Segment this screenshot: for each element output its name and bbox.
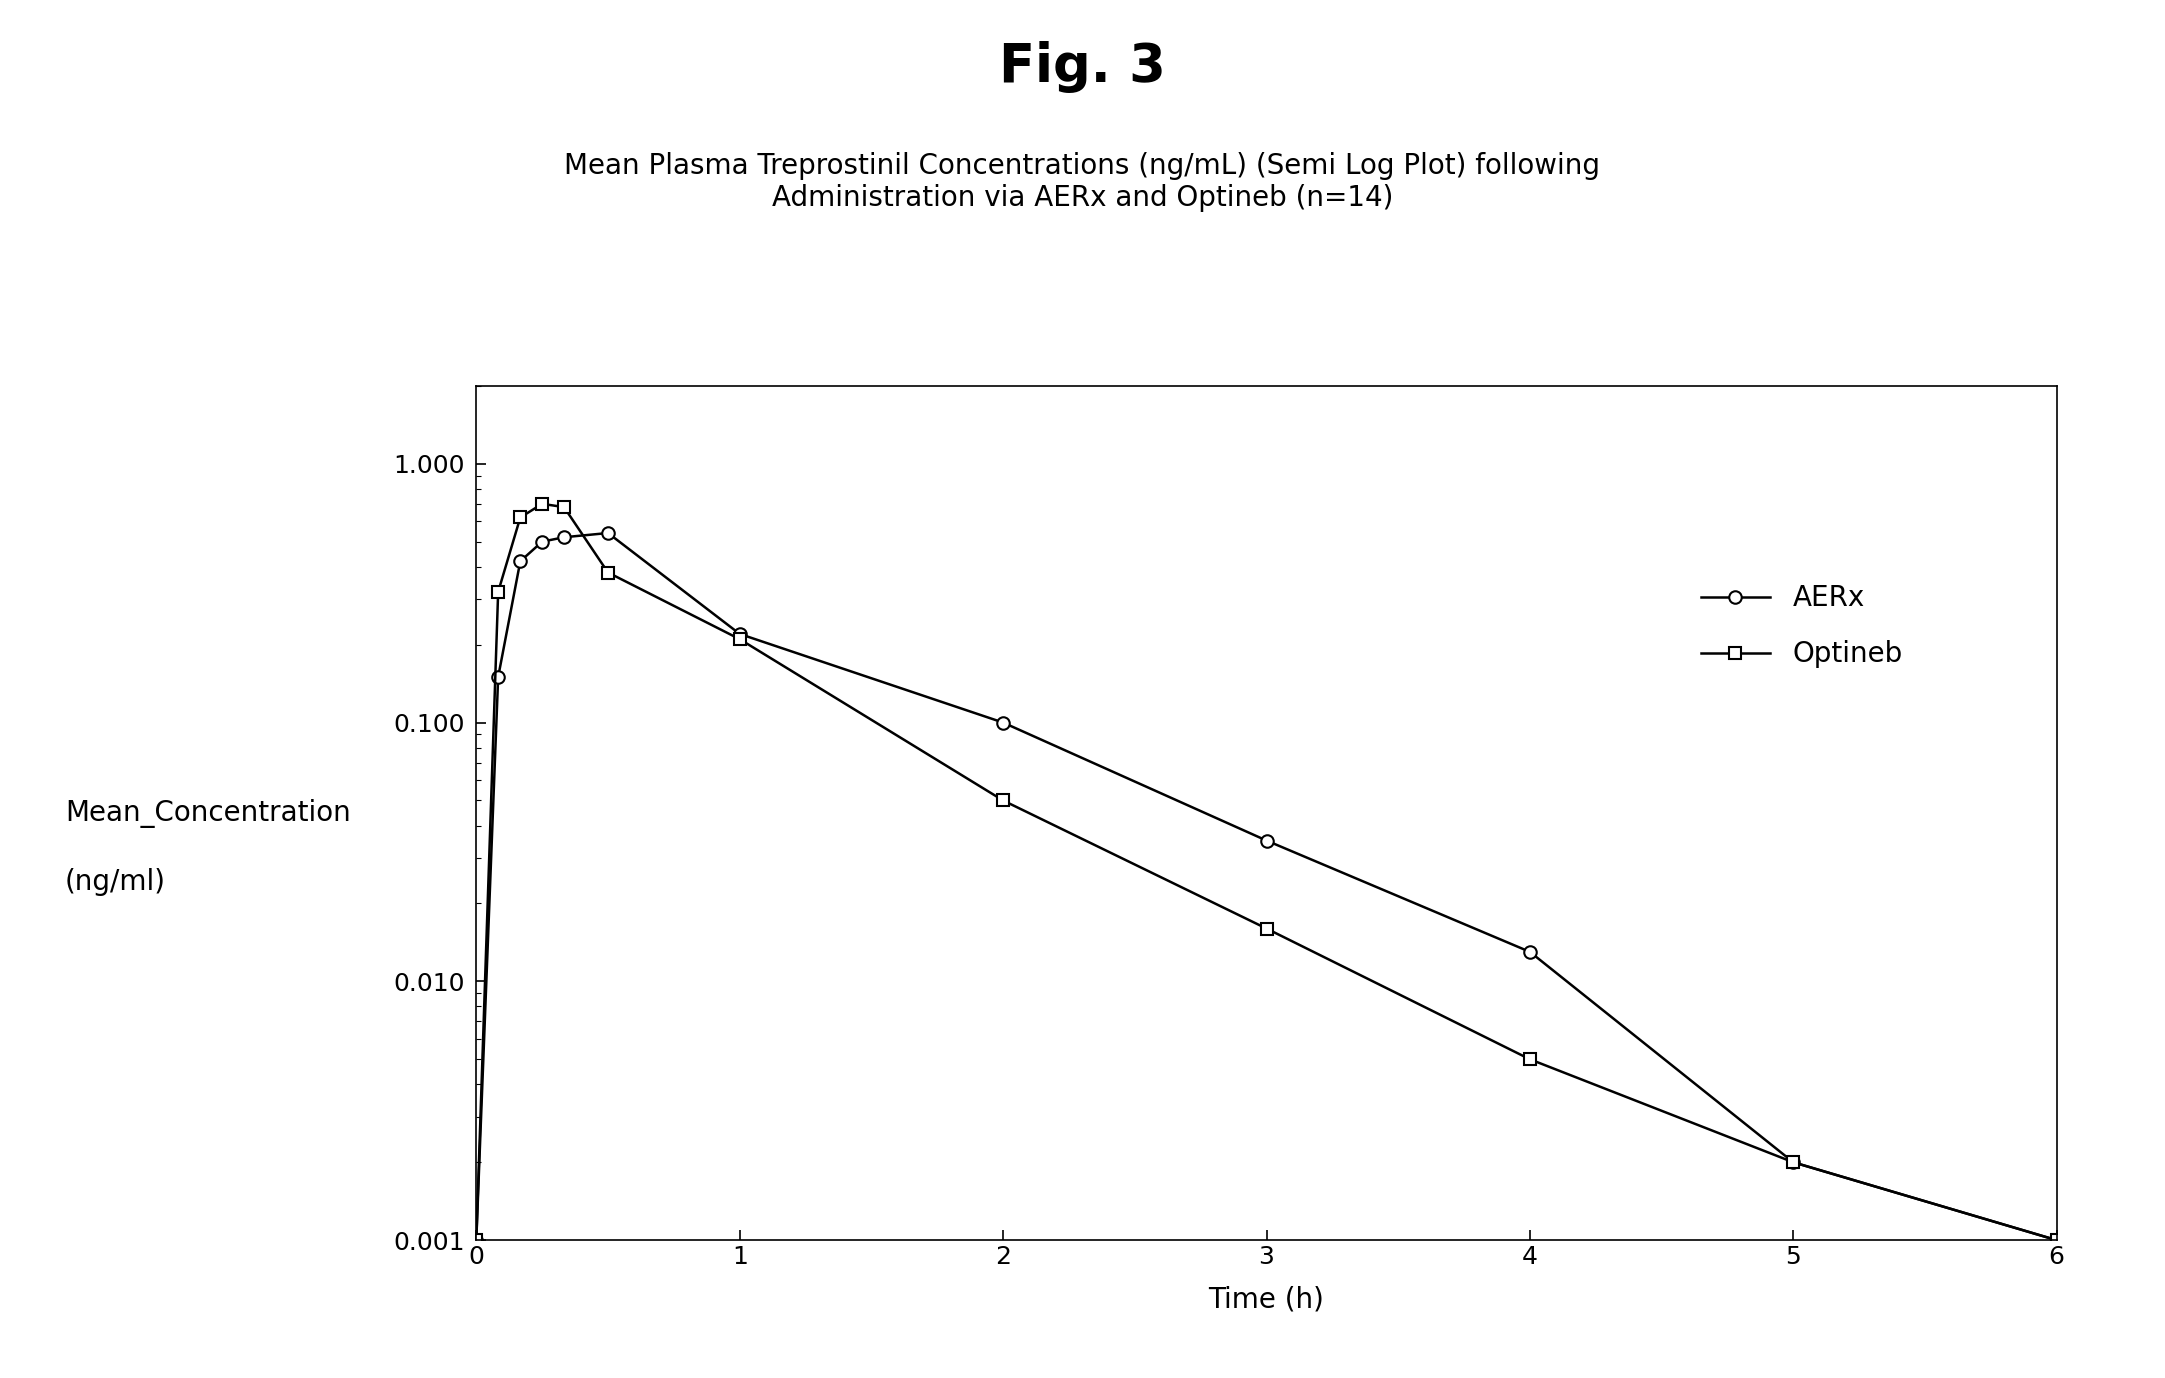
Optineb <box>2044 1232 2070 1248</box>
Optineb <box>595 564 621 580</box>
AERx <box>1254 832 1280 849</box>
Optineb <box>727 631 753 648</box>
AERx <box>1780 1153 1806 1170</box>
X-axis label: Time (h): Time (h) <box>1208 1286 1325 1313</box>
AERx <box>528 533 554 550</box>
Optineb <box>528 496 554 513</box>
Optineb <box>1518 1051 1544 1068</box>
AERx <box>727 626 753 642</box>
Optineb <box>552 499 578 515</box>
AERx <box>989 714 1015 730</box>
AERx <box>2044 1232 2070 1248</box>
AERx <box>595 525 621 542</box>
Optineb <box>485 583 511 599</box>
AERx <box>507 553 533 569</box>
Optineb <box>1780 1153 1806 1170</box>
AERx <box>485 668 511 685</box>
Legend: AERx, Optineb: AERx, Optineb <box>1687 570 1916 682</box>
Optineb <box>1254 921 1280 937</box>
AERx <box>463 1232 489 1248</box>
AERx <box>1518 944 1544 960</box>
Text: (ng/ml): (ng/ml) <box>65 868 167 896</box>
Line: AERx: AERx <box>470 526 2063 1247</box>
Text: Mean_Concentration: Mean_Concentration <box>65 798 351 828</box>
Text: Mean Plasma Treprostinil Concentrations (ng/mL) (Semi Log Plot) following
Admini: Mean Plasma Treprostinil Concentrations … <box>565 152 1600 212</box>
Optineb <box>989 792 1015 809</box>
Text: Fig. 3: Fig. 3 <box>998 41 1167 94</box>
AERx <box>552 529 578 546</box>
Optineb <box>463 1232 489 1248</box>
Optineb <box>507 510 533 526</box>
Line: Optineb: Optineb <box>470 497 2063 1247</box>
